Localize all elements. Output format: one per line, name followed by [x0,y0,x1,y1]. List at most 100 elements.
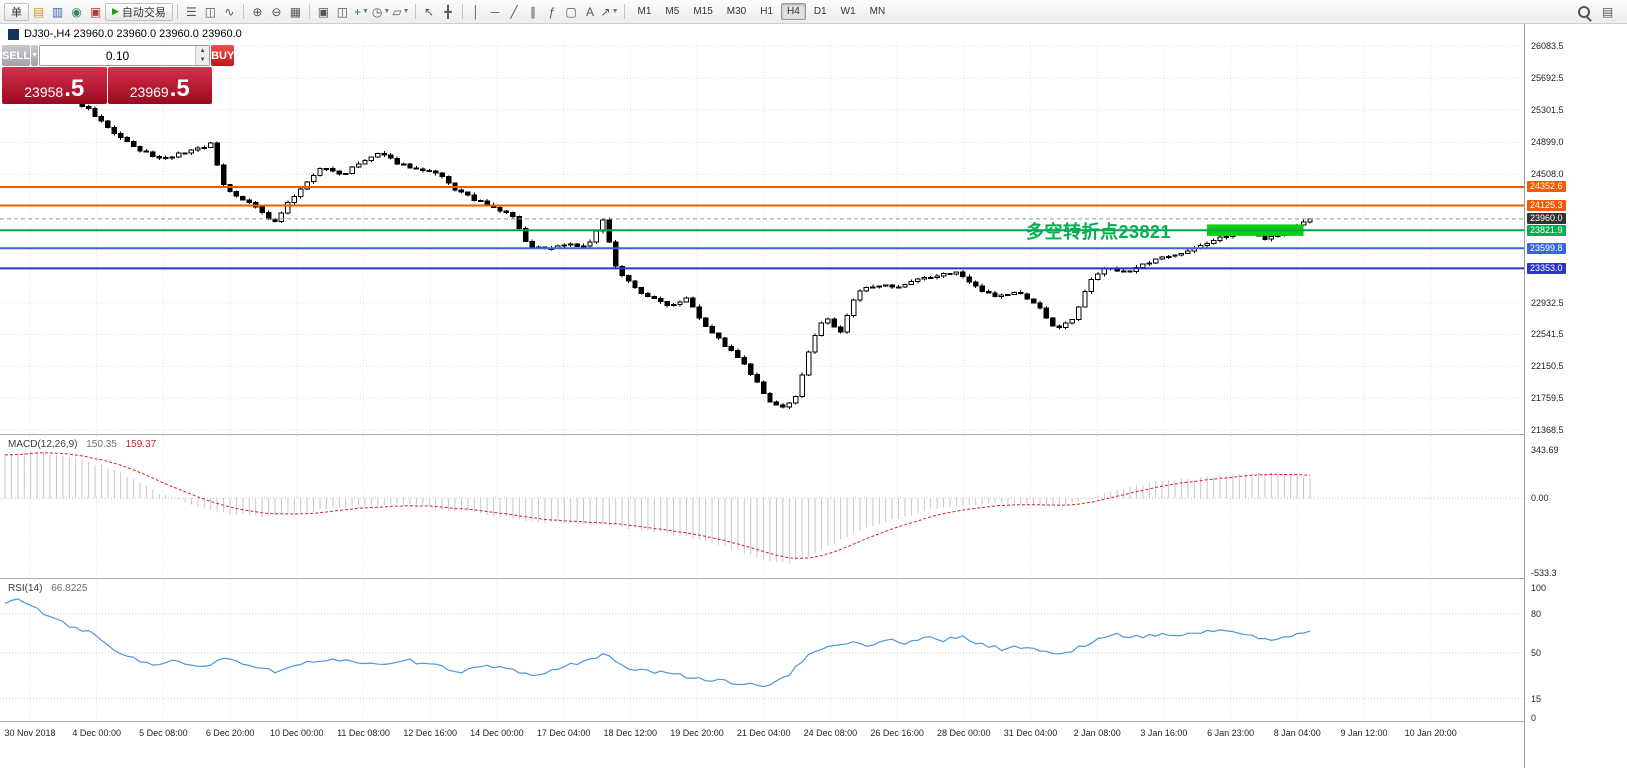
timeframe-button-M15[interactable]: M15 [693,6,713,17]
buy-button[interactable]: BUY [211,45,235,66]
bar-chart-icon[interactable]: ☰ [186,4,197,19]
timeframe-button-H4[interactable]: H4 [781,3,806,20]
timeframe-group: M1 M5 M15 M30 H1 H4 D1 W1 MN [631,3,893,20]
volume-box: ▲ ▼ [39,45,211,66]
tile-windows-icon[interactable]: ▦ [289,4,302,19]
macd-main-value: 150.35 [86,439,117,450]
zoom-out-icon[interactable]: ⊖ [271,4,282,19]
time-axis-label: 10 Jan 20:00 [1405,728,1457,738]
grid [0,42,1524,720]
autotrade-button[interactable]: ▶ 自动交易 [105,2,173,21]
vertical-line-icon[interactable]: │ [472,4,480,19]
time-axis-label: 30 Nov 2018 [4,728,55,738]
rsi-title: RSI(14) [8,583,43,594]
horizontal-line-icon[interactable]: ─ [490,4,500,19]
arrow-tools-icon[interactable]: ↗ ▼ [600,4,619,19]
timeframe-button-M1[interactable]: M1 [637,6,652,17]
toolbar-separator [623,4,625,19]
macd-header: MACD(12,26,9) 150.35 159.37 [8,439,156,450]
toolbar-separator [414,4,416,19]
charts-icon[interactable]: ▤ [32,4,45,19]
time-axis-label: 19 Dec 20:00 [670,728,724,738]
price-tick-label: 21368.5 [1531,425,1564,435]
time-axis-label: 31 Dec 04:00 [1004,728,1058,738]
tile-horizontal-icon[interactable]: ◫ [336,4,349,19]
price-tick-label: 22150.5 [1531,361,1564,372]
chart-title: DJ30-,H4 23960.0 23960.0 23960.0 23960.0 [8,28,242,40]
zoom-in-icon[interactable]: ⊕ [252,4,263,19]
channel-icon[interactable]: ∥ [530,4,537,19]
new-order-button[interactable]: 单 [4,2,29,21]
time-axis-label: 24 Dec 08:00 [804,728,858,738]
timeframe-button-W1[interactable]: W1 [840,6,856,17]
shapes-icon[interactable]: ▢ [565,4,577,19]
volume-input[interactable] [40,46,196,65]
line-chart-icon[interactable]: ∿ [224,4,235,19]
price-tick-label: 25301.5 [1531,104,1564,115]
timeframe-button-MN[interactable]: MN [869,6,886,17]
price-line-badge: 24352.6 [1527,181,1566,193]
terminal-icon[interactable]: ▣ [89,4,102,19]
time-axis-label: 10 Dec 00:00 [270,728,324,738]
new-chart-icon[interactable]: ▤ [1601,4,1614,19]
macd-title: MACD(12,26,9) [8,439,78,450]
trendline-icon[interactable]: ╱ [510,4,518,19]
timeframe-button-H1[interactable]: H1 [760,6,774,17]
volume-down-icon[interactable]: ▼ [196,55,210,65]
navigator-icon[interactable]: ◉ [71,4,82,19]
rsi-axis-label: 50 [1531,648,1542,658]
market-watch-icon[interactable]: ▥ [51,4,64,19]
chart-canvas[interactable]: 30 Nov 2018 4 Dec 00:00 5 Dec 08:00 6 Dec 2… [0,24,1524,768]
search-icon[interactable] [1578,5,1590,18]
indicators-add-icon[interactable]: + ▼ [353,4,369,19]
templates-icon[interactable]: ▱ ▼ [392,4,410,19]
one-click-trade-panel: SELL ▼ ▲ ▼ BUY 23958 .5 23969 .5 [2,45,235,104]
new-order-button-label: 单 [11,6,22,19]
price-line-badge: 23353.0 [1527,262,1566,274]
time-axis[interactable]: 30 Nov 2018 4 Dec 00:00 5 Dec 08:00 6 Dec 2… [4,728,1456,738]
time-axis-label: 6 Jan 23:00 [1207,728,1254,738]
price-axis[interactable]: 26083.5 25692.5 25301.5 24899.0 24508.0 22932… [1524,24,1627,768]
volume-up-icon[interactable]: ▲ [196,46,210,56]
price-line-badge: 23599.8 [1527,242,1566,254]
templates-icon-dropdown[interactable]: ▼ [402,8,410,15]
periods-icon[interactable]: ◷ ▼ [371,4,391,19]
rsi-axis-label: 15 [1531,693,1542,704]
price-tick-label: 26083.5 [1531,41,1564,51]
fibonacci-icon[interactable]: ƒ [548,4,556,19]
buy-price-pips: .5 [169,75,190,102]
price-line-badge: 24125.3 [1527,199,1566,211]
timeframe-button-M5[interactable]: M5 [665,6,680,17]
macd-axis-label: 0.00 [1531,493,1549,504]
cascade-windows-icon[interactable]: ▣ [317,4,330,19]
order-type-dropdown[interactable]: ▼ [31,45,39,66]
sell-button[interactable]: SELL [2,45,31,66]
indicators-add-icon-dropdown[interactable]: ▼ [361,8,369,15]
sell-price-pips: .5 [64,75,85,102]
periods-icon-dropdown[interactable]: ▼ [383,8,391,15]
toolbar-separator [308,4,310,19]
sell-price-button[interactable]: 23958 .5 [2,67,107,104]
price-tick-label: 21759.5 [1531,393,1564,404]
cursor-icon[interactable]: ↖ [423,4,435,19]
pane-splitters[interactable] [0,434,1524,722]
chart-symbol-icon [8,28,19,40]
price-tick-label: 22541.5 [1531,329,1564,340]
arrow-tools-icon-dropdown[interactable]: ▼ [611,8,619,15]
rsi-axis-label: 80 [1531,609,1542,619]
sell-price-main: 23958 [24,84,64,100]
candlesticks [2,82,1313,410]
rsi-header: RSI(14) 66.8225 [8,583,87,594]
timeframe-button-D1[interactable]: D1 [813,6,827,17]
chart-objects[interactable] [0,186,1524,270]
time-axis-label: 26 Dec 16:00 [870,728,924,738]
buy-price-button[interactable]: 23969 .5 [107,67,212,104]
macd-axis-label: -533.3 [1531,568,1557,578]
text-icon[interactable]: A [586,4,595,19]
candlestick-chart-icon[interactable]: ◫ [204,4,217,19]
timeframe-button-M30[interactable]: M30 [726,6,747,17]
macd-signal-value: 159.37 [125,439,157,450]
price-tick-label: 22932.5 [1531,297,1564,308]
crosshair-icon[interactable]: ╋ [444,4,452,19]
price-tick-label: 25692.5 [1531,72,1564,83]
